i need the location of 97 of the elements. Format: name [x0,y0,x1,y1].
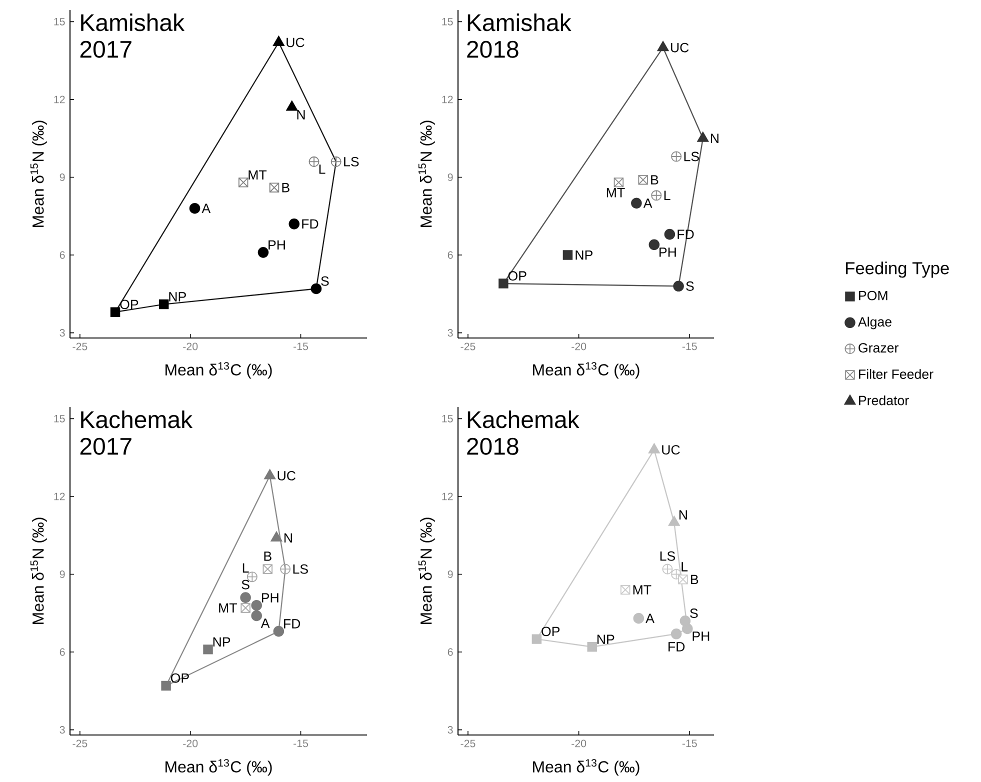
y-tick-label: 3 [448,329,453,337]
x-axis-title: Mean δ$^{13}$C (‰) [533,362,640,379]
y-tick-label: 6 [60,251,65,259]
legend-title: Feeding Type [846,262,949,278]
annotation: B [264,552,272,561]
annotation: MT [633,585,652,594]
x-tick-label: -15 [294,740,308,748]
text: Kachemak 2017 [80,410,193,455]
annotation: OP [120,300,138,310]
annotation: UC [286,38,304,48]
x-tick-label: -20 [572,342,586,350]
y-tick-label: 12 [442,492,453,500]
y-tick-label: 9 [60,570,65,578]
annotation: MT [248,170,267,180]
y-axis-title: Mean δ$^{15}$N (‰) [418,120,435,227]
x-tick-label: -25 [460,740,476,748]
y-axis-title: Mean δ$^{15}$N (‰) [418,518,435,624]
annotation: B [651,175,658,184]
y-tick-label: 15 [54,18,65,26]
legend-label: Predator [859,395,909,406]
x-axis-title: Mean δ$^{13}$C (‰) [166,362,272,379]
annotation: OP [542,626,560,636]
annotation: S [242,580,250,590]
annotation: N [679,510,687,520]
annotation: L [242,563,249,573]
x-tick-label: -15 [682,740,697,748]
x-tick-label: -20 [183,342,198,350]
annotation: A [202,204,211,213]
annotation: LS [660,551,675,561]
legend-label: Filter Feeder [859,369,934,379]
legend-label: Grazer [858,343,898,353]
annotation: FD [668,642,685,652]
annotation: PH [692,632,710,641]
annotation: L [682,562,688,572]
annotation: LS [344,156,359,166]
x-tick-label: -20 [183,740,198,748]
x-tick-label: -20 [572,740,586,748]
y-tick-label: 3 [60,329,65,337]
text: Kamishak 2018 [467,14,572,58]
annotation: UC [278,471,296,480]
annotation: LS [293,564,308,574]
annotation: L [319,164,326,174]
annotation: N [710,134,718,143]
annotation: MT [606,188,625,198]
y-tick-label: 15 [442,18,453,26]
y-axis-title: Mean δ$^{15}$N (‰) [30,518,47,624]
y-tick-label: 3 [60,726,65,734]
annotation: PH [268,240,285,250]
annotation: A [643,198,652,208]
x-tick-label: -15 [682,342,697,350]
annotation: A [260,618,270,628]
annotation: PH [262,593,278,602]
annotation: MT [219,603,237,613]
x-tick-label: -25 [72,740,88,748]
annotation: UC [670,42,689,52]
x-tick-label: -25 [72,342,88,350]
y-axis-title: Mean δ$^{15}$N (‰) [30,120,47,227]
y-tick-label: 15 [54,414,65,422]
annotation: OP [170,673,189,683]
annotation: LS [684,152,699,162]
legend-label: POM [859,290,888,300]
y-tick-label: 6 [60,648,65,656]
annotation: UC [662,445,680,455]
annotation: NP [169,292,186,302]
annotation: OP [508,271,526,281]
y-tick-label: 9 [448,570,453,578]
y-tick-label: 6 [448,648,453,656]
annotation: L [664,190,670,200]
annotation: S [690,608,698,618]
annotation: B [282,183,290,192]
text: Kachemak 2018 [467,410,580,455]
annotation: N [284,533,292,543]
y-tick-label: 12 [442,96,453,104]
text: Kamishak 2017 [80,14,185,58]
y-tick-label: 9 [60,173,65,182]
annotation: FD [302,219,318,229]
annotation: S [686,281,694,291]
annotation: NP [576,250,592,260]
y-tick-label: 12 [54,96,65,104]
annotation: PH [660,248,676,257]
y-tick-label: 6 [448,251,453,259]
x-axis-title: Mean δ$^{13}$C (‰) [533,759,640,776]
x-tick-label: -25 [460,342,476,350]
annotation: N [297,110,305,120]
annotation: NP [597,634,614,644]
y-tick-label: 12 [54,492,65,500]
annotation: S [321,276,329,286]
x-axis-title: Mean δ$^{13}$C (‰) [166,759,272,776]
y-tick-label: 3 [448,726,453,734]
x-tick-label: -15 [294,342,308,350]
annotation: NP [213,637,230,647]
y-tick-label: 15 [442,414,453,422]
annotation: B [690,574,698,584]
legend-label: Algae [858,316,892,330]
annotation: A [646,614,654,623]
annotation: FD [284,619,300,628]
y-tick-label: 9 [448,173,453,182]
